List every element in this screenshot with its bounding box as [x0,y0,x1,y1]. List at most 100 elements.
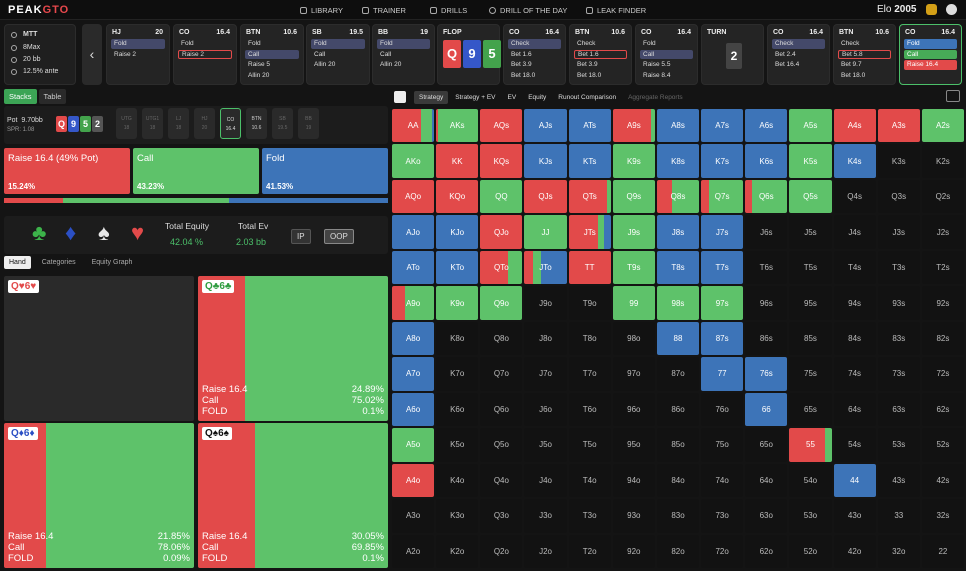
range-cell-55[interactable]: 55 [789,428,832,462]
seat-utg1[interactable]: UTG1 18 [142,108,163,139]
range-cell-75s[interactable]: 75s [789,357,832,391]
range-cell-32s[interactable]: 32s [921,499,964,533]
range-cell-92o[interactable]: 92o [612,534,655,568]
action-option[interactable]: Bet 2.4 [775,50,796,58]
range-cell-43s[interactable]: 43s [877,463,920,498]
range-cell-j2s[interactable]: J2s [921,215,964,249]
range-cell-72o[interactable]: 72o [701,534,744,568]
seat-btn[interactable]: BTN 10.6 [246,108,267,139]
range-cell-q6s[interactable]: Q6s [745,179,788,214]
range-cell-k8o[interactable]: K8o [436,321,479,356]
action-option[interactable]: Bet 1.6 [511,50,532,58]
range-cell-t5s[interactable]: T5s [789,250,832,285]
range-cell-j5s[interactable]: J5s [789,215,832,249]
range-cell-kjo[interactable]: KJo [436,215,479,249]
range-cell-q2o[interactable]: Q2o [480,534,523,568]
range-cell-aqs[interactable]: AQs [480,109,523,143]
range-cell-k3o[interactable]: K3o [436,499,479,533]
range-cell-j4s[interactable]: J4s [833,215,876,249]
action-option[interactable]: Allin 20 [248,71,270,79]
tab-categories[interactable]: Categories [41,259,76,266]
range-cell-jj[interactable]: JJ [524,215,567,249]
range-cell-76s[interactable]: 76s [745,357,788,391]
range-cell-q5s[interactable]: Q5s [789,179,832,214]
range-cell-t2o[interactable]: T2o [568,534,611,568]
range-cell-54s[interactable]: 54s [833,428,876,462]
range-cell-a6s[interactable]: A6s [745,109,788,143]
range-cell-62s[interactable]: 62s [921,392,964,427]
range-cell-32o[interactable]: 32o [877,534,920,568]
range-cell-kk[interactable]: KK [436,144,479,178]
action-option[interactable]: Fold [311,39,365,49]
range-cell-q2s[interactable]: Q2s [921,179,964,214]
action-node-btn[interactable]: BTN 10.6 Fold Call Raise 5 Allin 20 [240,24,304,85]
range-cell-a4s[interactable]: A4s [833,109,876,143]
range-cell-j8s[interactable]: J8s [656,215,700,249]
back-button[interactable]: ‹ [82,24,102,85]
range-cell-a2o[interactable]: A2o [392,534,435,568]
profile-icon[interactable] [946,4,957,15]
club-suit-icon[interactable]: ♣ [32,220,47,245]
range-cell-jts[interactable]: JTs [568,215,611,249]
range-cell-j8o[interactable]: J8o [524,321,567,356]
range-cell-92s[interactable]: 92s [921,286,964,320]
range-cell-jto[interactable]: JTo [524,250,567,285]
range-cell-65o[interactable]: 65o [745,428,788,462]
range-cell-q3o[interactable]: Q3o [480,499,523,533]
seat-lj[interactable]: LJ 18 [168,108,189,139]
range-cell-85s[interactable]: 85s [789,321,832,356]
range-cell-a7s[interactable]: A7s [701,109,744,143]
diamond-suit-icon[interactable]: ♦ [65,220,77,245]
range-cell-a6o[interactable]: A6o [392,392,435,427]
action-option[interactable]: Fold [377,39,430,49]
range-cell-86o[interactable]: 86o [656,392,700,427]
range-cell-52o[interactable]: 52o [789,534,832,568]
range-cell-93o[interactable]: 93o [612,499,655,533]
tab-runout-comparison[interactable]: Runout Comparison [558,93,617,101]
action-option[interactable]: Allin 20 [314,61,336,68]
range-cell-aks[interactable]: AKs [436,109,479,143]
range-cell-k3s[interactable]: K3s [877,144,920,178]
range-cell-t2s[interactable]: T2s [921,250,964,285]
range-cell-t8o[interactable]: T8o [568,321,611,356]
range-cell-q9o[interactable]: Q9o [480,286,523,320]
range-cell-k6s[interactable]: K6s [745,144,788,178]
range-cell-q6o[interactable]: Q6o [480,392,523,427]
range-cell-k9o[interactable]: K9o [436,286,479,320]
range-cell-q8s[interactable]: Q8s [656,179,700,214]
action-option[interactable]: Fold [904,39,957,49]
action-option[interactable]: Bet 16.4 [775,61,800,68]
hand-combo-card[interactable]: Q♥6♥ [4,276,194,421]
action-option[interactable]: Raise 5.5 [643,61,671,68]
hand-combo-card[interactable]: Q♦6♦ Raise 16.4 21.85% Call 78.06% FOLD 0.09% [4,423,194,568]
range-cell-j6o[interactable]: J6o [524,392,567,427]
tab-aggregate-reports[interactable]: Aggregate Reports [628,93,683,101]
range-cell-73o[interactable]: 73o [701,499,744,533]
nav-library[interactable]: LIBRARY [300,6,343,15]
nav-drill-of-the-day[interactable]: DRILL OF THE DAY [489,6,567,15]
range-cell-98o[interactable]: 98o [612,321,655,356]
range-cell-kts[interactable]: KTs [568,144,611,178]
range-cell-t8s[interactable]: T8s [656,250,700,285]
range-cell-ajs[interactable]: AJs [524,109,567,143]
action-option[interactable]: Bet 1.6 [574,49,627,59]
range-cell-a5s[interactable]: A5s [789,109,832,143]
action-option[interactable]: Check [772,39,825,49]
action-box-fold[interactable]: Fold 41.53% [262,148,388,194]
range-cell-75o[interactable]: 75o [701,428,744,462]
range-cell-j3s[interactable]: J3s [877,215,920,249]
range-cell-kqs[interactable]: KQs [480,144,523,178]
tab-strategy-ev[interactable]: Strategy + EV [455,93,496,101]
range-cell-82o[interactable]: 82o [656,534,700,568]
range-cell-k7s[interactable]: K7s [701,144,744,178]
range-cell-t7s[interactable]: T7s [701,250,744,285]
action-option[interactable]: Fold [181,40,194,47]
range-cell-83s[interactable]: 83s [877,321,920,356]
range-cell-a9o[interactable]: A9o [392,286,435,320]
range-cell-k2s[interactable]: K2s [921,144,964,178]
range-cell-ako[interactable]: AKo [392,144,435,178]
range-cell-66[interactable]: 66 [745,392,788,427]
action-option[interactable]: Allin 20 [380,61,402,68]
tab-table[interactable]: Table [38,89,67,104]
action-option[interactable]: Raise 2 [178,49,232,59]
